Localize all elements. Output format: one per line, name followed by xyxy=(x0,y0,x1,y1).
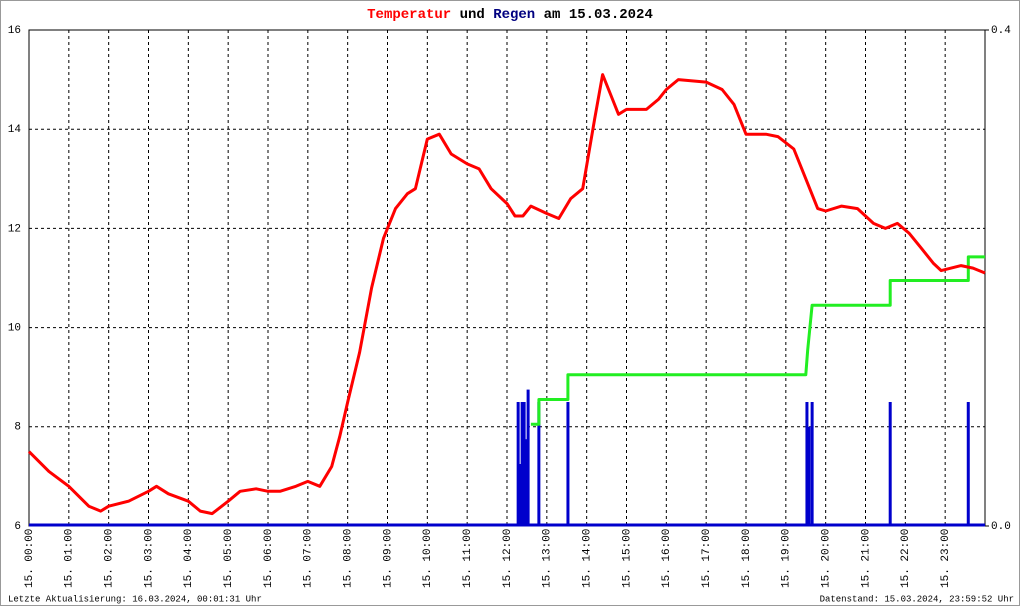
title-part: und xyxy=(460,7,485,23)
rain-bar xyxy=(526,389,530,526)
footer-left: Letzte Aktualisierung: 16.03.2024, 00:01… xyxy=(8,594,262,604)
x-tick-label: 15. 00:00 xyxy=(24,529,36,588)
x-tick-label: 15. 23:00 xyxy=(940,529,952,588)
x-tick-label: 15. 05:00 xyxy=(223,529,235,588)
x-tick-label: 15. 18:00 xyxy=(741,529,753,588)
footer-right: Datenstand: 15.03.2024, 23:59:52 Uhr xyxy=(820,594,1014,604)
x-tick-label: 15. 14:00 xyxy=(582,529,594,588)
rain-bar xyxy=(805,402,809,526)
title-part: Regen xyxy=(493,7,535,23)
x-tick-label: 15. 15:00 xyxy=(621,529,633,588)
rain-bar xyxy=(524,439,528,526)
x-tick-label: 15. 16:00 xyxy=(661,529,673,588)
x-tick-label: 15. 03:00 xyxy=(143,529,155,588)
x-tick-label: 15. 22:00 xyxy=(900,529,912,588)
x-tick-label: 15. 07:00 xyxy=(303,529,315,588)
rain-bar xyxy=(520,402,524,526)
x-tick-label: 15. 10:00 xyxy=(422,529,434,588)
title-part: Temperatur xyxy=(367,7,451,23)
x-tick-label: 15. 12:00 xyxy=(502,529,514,588)
y2-tick-label: 0.0 xyxy=(991,521,1011,533)
y-tick-label: 8 xyxy=(14,422,21,434)
rain-bar xyxy=(537,402,541,526)
rain-bar xyxy=(518,464,522,526)
x-tick-label: 15. 20:00 xyxy=(821,529,833,588)
y-tick-label: 6 xyxy=(14,521,21,533)
line xyxy=(530,255,985,426)
rain-bar xyxy=(522,402,526,526)
x-tick-label: 15. 11:00 xyxy=(462,529,474,588)
rain-bar xyxy=(566,402,570,526)
rain-bar xyxy=(807,426,811,526)
x-tick-label: 15. 19:00 xyxy=(781,529,793,588)
y-tick-label: 16 xyxy=(8,25,21,37)
x-tick-label: 15. 01:00 xyxy=(64,529,76,588)
y-tick-label: 12 xyxy=(8,223,21,235)
rain-bar xyxy=(888,402,892,526)
rain-bar xyxy=(966,402,970,526)
x-tick-label: 15. 09:00 xyxy=(382,529,394,588)
x-tick-label: 15. 17:00 xyxy=(701,529,713,588)
line xyxy=(27,73,986,516)
title-part: am 15.03.2024 xyxy=(544,7,653,23)
x-tick-label: 15. 04:00 xyxy=(183,529,195,588)
x-tick-label: 15. 08:00 xyxy=(343,529,355,588)
y-tick-label: 10 xyxy=(8,323,21,335)
chart-title: Temperatur und Regen am 15.03.2024 xyxy=(367,7,653,23)
rain-bar xyxy=(810,402,814,526)
x-tick-label: 15. 21:00 xyxy=(860,529,872,588)
x-tick-label: 15. 02:00 xyxy=(104,529,116,588)
y2-tick-label: 0.4 xyxy=(991,25,1011,37)
y-tick-label: 14 xyxy=(8,124,22,136)
rain-bar xyxy=(516,402,520,526)
x-tick-label: 15. 13:00 xyxy=(542,529,554,588)
x-tick-label: 15. 06:00 xyxy=(263,529,275,588)
